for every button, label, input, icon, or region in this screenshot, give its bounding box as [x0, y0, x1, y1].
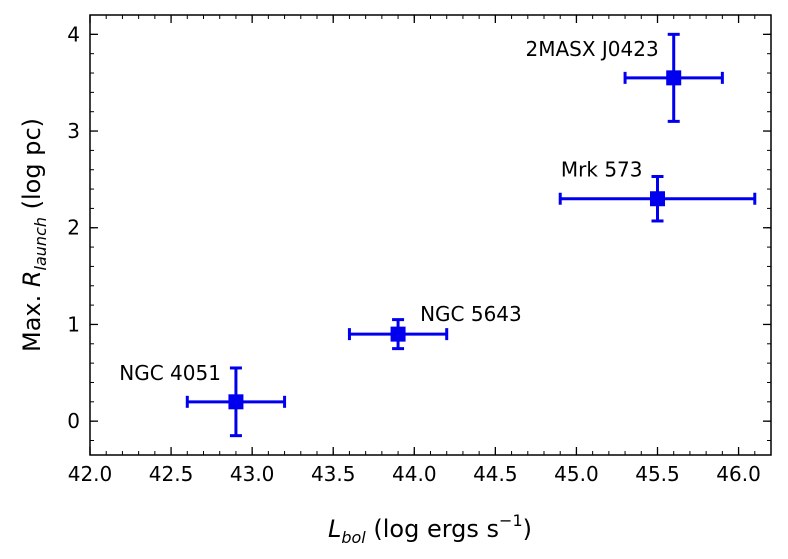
- y-tick-label: 2: [67, 216, 80, 240]
- square-marker: [390, 326, 406, 342]
- y-tick-label: 4: [67, 22, 80, 46]
- square-marker: [228, 394, 244, 410]
- data-point-group: NGC 4051: [119, 361, 287, 438]
- data-points: NGC 4051 NGC 5643 Mrk 573 2MASX J0423: [119, 32, 757, 438]
- square-marker: [666, 70, 682, 86]
- y-tick-label: 1: [67, 312, 80, 336]
- y-axis-ticks: 0 1 2 3 4: [67, 22, 771, 441]
- x-tick-label: 43.5: [311, 462, 356, 486]
- x-tick-label: 44.5: [473, 462, 518, 486]
- point-label: NGC 5643: [420, 302, 522, 326]
- point-label: 2MASX J0423: [525, 37, 658, 61]
- x-tick-label: 45.5: [635, 462, 680, 486]
- y-axis-label: Max. Rlaunch (log pc): [18, 118, 50, 352]
- data-point-group: Mrk 573: [558, 158, 757, 223]
- data-point-group: 2MASX J0423: [525, 32, 724, 123]
- data-point-group: NGC 5643: [347, 302, 522, 351]
- y-tick-label: 0: [67, 409, 80, 433]
- x-axis-ticks: 42.0 42.5 43.0 43.5 44.0 44.5 45.0 45.5 46.0: [68, 15, 772, 486]
- point-label: Mrk 573: [561, 158, 643, 182]
- x-tick-label: 44.0: [392, 462, 437, 486]
- x-tick-label: 42.5: [149, 462, 194, 486]
- square-marker: [650, 191, 665, 207]
- x-tick-label: 42.0: [68, 462, 113, 486]
- x-axis-label: Lbol (log ergs s−1): [328, 511, 532, 547]
- x-tick-label: 45.0: [554, 462, 599, 486]
- y-tick-label: 3: [67, 119, 80, 143]
- x-tick-label: 43.0: [230, 462, 275, 486]
- x-tick-label: 46.0: [716, 462, 761, 486]
- point-label: NGC 4051: [119, 361, 221, 385]
